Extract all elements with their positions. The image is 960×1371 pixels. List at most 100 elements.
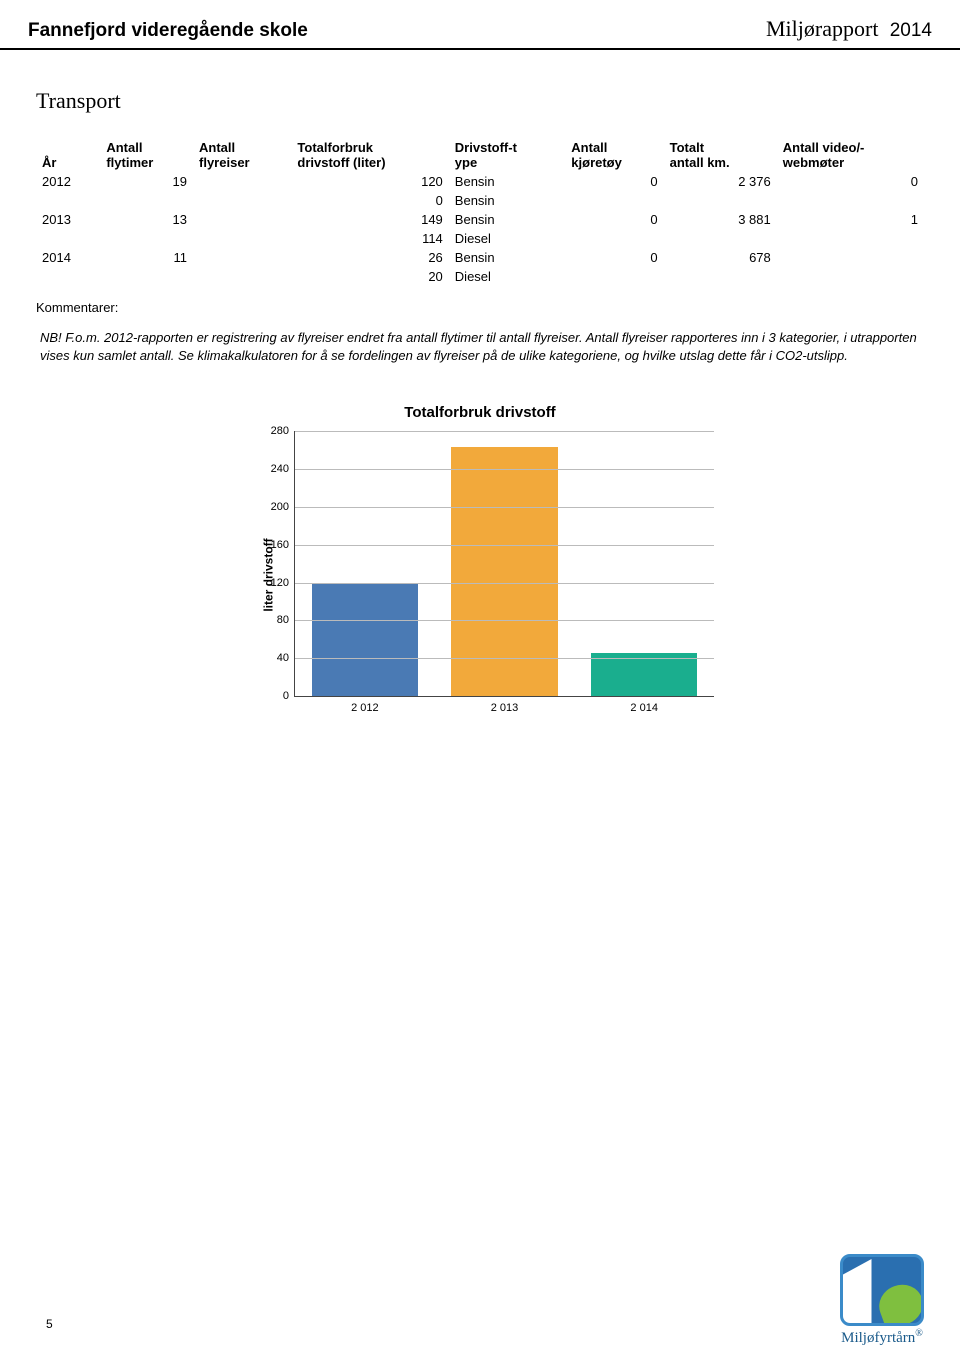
logo-label: Miljøfyrtårn [841,1330,915,1346]
table-cell: 13 [100,210,193,229]
chart-bar-slot: 2 012 [295,431,435,696]
table-cell: 0 [565,248,663,267]
table-cell: Bensin [449,210,565,229]
table-cell: 2 376 [664,172,777,191]
table-cell: Diesel [449,267,565,286]
chart-gridline [295,507,714,508]
chart-plot: 2 0122 0132 014 04080120160200240280 [294,431,714,697]
chart-gridline [295,658,714,659]
table-cell: 20 [291,267,448,286]
table-cell: 2014 [36,248,100,267]
table-col-header: Totalt antall km. [664,138,777,172]
chart-bar-slot: 2 013 [435,431,575,696]
table-cell [100,191,193,210]
chart-gridline [295,583,714,584]
table-cell [193,267,291,286]
table-col-header: Antall flytimer [100,138,193,172]
logo: Miljøfyrtårn® [840,1254,924,1347]
table-col-header: Totalforbruk drivstoff (liter) [291,138,448,172]
table-cell: 120 [291,172,448,191]
table-cell [777,191,924,210]
table-cell [777,229,924,248]
table-body: 201219120Bensin02 37600Bensin201313149Be… [36,172,924,286]
table-cell: Bensin [449,248,565,267]
logo-icon [840,1254,924,1326]
table-cell: 2012 [36,172,100,191]
chart-ytick: 0 [283,690,295,702]
table-cell: 149 [291,210,448,229]
logo-text: Miljøfyrtårn® [840,1328,924,1347]
table-cell: Bensin [449,172,565,191]
chart-title: Totalforbruk drivstoff [240,404,720,421]
chart-gridline [295,545,714,546]
table-cell [193,229,291,248]
chart-ytick: 200 [271,501,295,513]
table-cell [36,191,100,210]
table-cell: Diesel [449,229,565,248]
chart: Totalforbruk drivstoff liter drivstoff 2… [240,404,720,725]
transport-table: ÅrAntall flytimerAntall flyreiserTotalfo… [36,138,924,286]
table-cell [36,229,100,248]
chart-xtick: 2 012 [295,696,435,714]
table-cell: 19 [100,172,193,191]
table-cell: 678 [664,248,777,267]
table-cell: 3 881 [664,210,777,229]
table-cell [36,267,100,286]
table-cell [664,267,777,286]
table-col-header: Drivstoff-t ype [449,138,565,172]
table-cell [100,229,193,248]
section-title: Transport [36,88,924,114]
table-cell: 2013 [36,210,100,229]
comment-text: NB! F.o.m. 2012-rapporten er registrerin… [36,329,924,364]
table-cell [193,172,291,191]
page-header: Fannefjord videregående skole Miljørappo… [0,0,960,50]
table-col-header: Antall kjøretøy [565,138,663,172]
school-name: Fannefjord videregående skole [28,20,308,42]
table-cell [193,210,291,229]
chart-gridline [295,620,714,621]
table-cell: 11 [100,248,193,267]
kommentarer-label: Kommentarer: [36,300,924,315]
table-cell [565,229,663,248]
report-title-year: Miljørapport 2014 [766,16,932,42]
table-cell: 26 [291,248,448,267]
table-cell [565,191,663,210]
table-cell: 114 [291,229,448,248]
table-cell [100,267,193,286]
table-cell: 0 [291,191,448,210]
chart-gridline [295,469,714,470]
content: Transport ÅrAntall flytimerAntall flyrei… [0,50,960,725]
page-number: 5 [46,1317,53,1331]
chart-ytick: 120 [271,577,295,589]
table-cell: 0 [565,210,663,229]
logo-reg: ® [915,1328,923,1339]
table-cell: Bensin [449,191,565,210]
table-cell: 1 [777,210,924,229]
table-row: 201313 149Bensin03 8811 [36,210,924,229]
table-cell [565,267,663,286]
table-row: 0Bensin [36,191,924,210]
chart-xtick: 2 014 [574,696,714,714]
table-col-header: Antall video/- webmøter [777,138,924,172]
chart-ytick: 40 [277,652,295,664]
chart-ytick: 240 [271,463,295,475]
chart-ytick: 160 [271,539,295,551]
table-cell [193,191,291,210]
table-cell: 0 [777,172,924,191]
chart-ytick: 280 [271,425,295,437]
table-cell [193,248,291,267]
chart-ytick: 80 [277,614,295,626]
chart-area: liter drivstoff 2 0122 0132 014 04080120… [240,425,720,725]
chart-bar-slot: 2 014 [574,431,714,696]
chart-gridline [295,431,714,432]
table-cell [664,229,777,248]
table-row: 20Diesel [36,267,924,286]
table-cell: 0 [565,172,663,191]
table-cell [777,248,924,267]
chart-xtick: 2 013 [435,696,575,714]
report-label: Miljørapport [766,16,878,41]
report-year: 2014 [890,20,932,41]
table-header-row: ÅrAntall flytimerAntall flyreiserTotalfo… [36,138,924,172]
table-row: 114Diesel [36,229,924,248]
table-col-header: År [36,138,100,172]
